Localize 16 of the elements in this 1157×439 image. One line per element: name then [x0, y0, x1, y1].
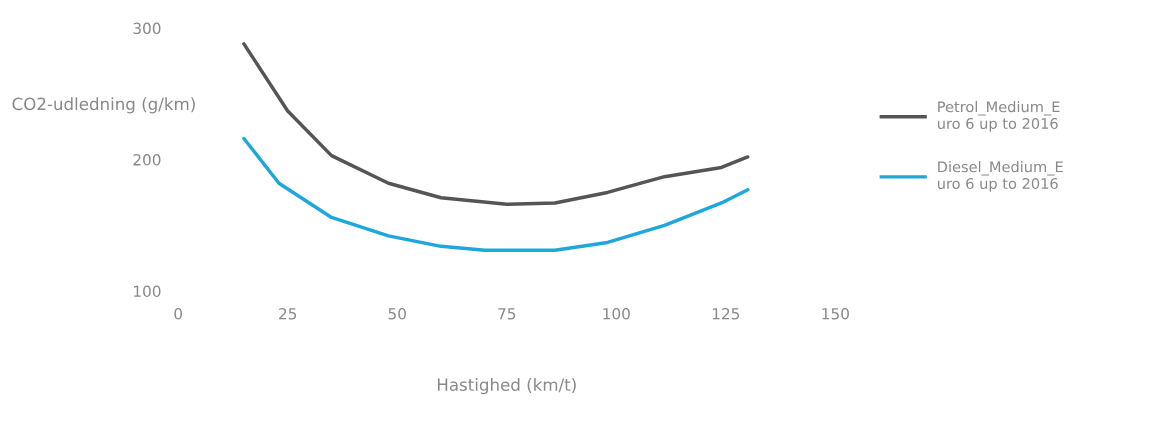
x-tick-label: 150: [822, 307, 849, 320]
y-axis-title: CO2-udledning (g/km): [12, 97, 195, 114]
line-series: [242, 136, 750, 253]
x-tick-label: 75: [498, 308, 516, 320]
x-axis-title: Hastighed (km/t): [437, 378, 576, 395]
x-tick-label: 50: [388, 307, 406, 320]
legend-label: Petrol_Medium_E uro 6 up to 2016: [937, 101, 1060, 132]
x-tick-label: 25: [279, 307, 297, 320]
x-tick-label: 100: [603, 307, 630, 320]
legend-label: Diesel_Medium_E uro 6 up to 2016: [937, 161, 1063, 192]
x-tick-label: 125: [712, 307, 740, 320]
line-series: [242, 42, 750, 207]
y-tick-label: 200: [133, 154, 161, 166]
y-tick-label: 100: [134, 285, 161, 298]
x-tick-label: 0: [174, 307, 183, 320]
y-tick-label: 300: [133, 22, 161, 35]
